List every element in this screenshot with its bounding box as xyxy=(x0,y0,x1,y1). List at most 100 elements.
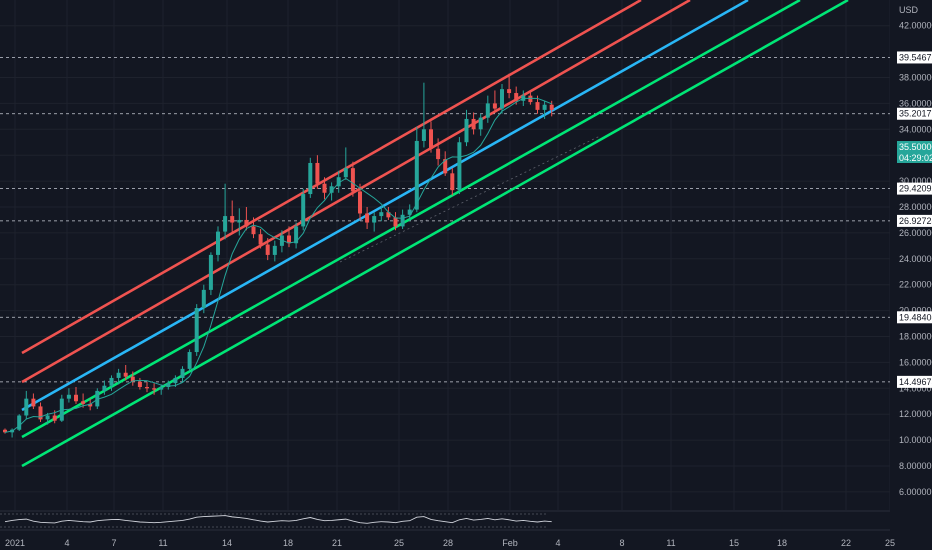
channel-median-line[interactable] xyxy=(21,0,749,412)
candle-body[interactable] xyxy=(102,385,107,391)
candle-body[interactable] xyxy=(407,209,412,215)
candle-body[interactable] xyxy=(237,219,242,223)
candle-body[interactable] xyxy=(478,117,483,130)
candle-body[interactable] xyxy=(500,89,504,109)
candle-body[interactable] xyxy=(287,235,291,244)
y-axis-tick-label: 26.00000 xyxy=(899,228,932,238)
candle-body[interactable] xyxy=(38,406,43,420)
candle-body[interactable] xyxy=(429,129,433,149)
candle-body[interactable] xyxy=(137,381,142,388)
candle-body[interactable] xyxy=(272,245,277,255)
candle-body[interactable] xyxy=(258,234,263,245)
y-axis-tick-label: 42.00000 xyxy=(899,21,932,31)
candle-body[interactable] xyxy=(173,377,178,384)
candle-body[interactable] xyxy=(66,394,71,399)
candle-body[interactable] xyxy=(180,368,185,378)
candle-body[interactable] xyxy=(159,387,164,390)
candle-body[interactable] xyxy=(535,102,540,110)
candle-body[interactable] xyxy=(24,398,29,416)
moving-average-line[interactable] xyxy=(4,97,552,433)
rsi-line[interactable] xyxy=(4,515,552,524)
candle-body[interactable] xyxy=(109,377,114,386)
candle-body[interactable] xyxy=(485,103,490,118)
x-axis-tick-label: 11 xyxy=(158,538,167,548)
candle-body[interactable] xyxy=(414,140,419,210)
candle-body[interactable] xyxy=(74,394,78,402)
candle-body[interactable] xyxy=(379,212,384,217)
candle-body[interactable] xyxy=(230,216,235,223)
candle-body[interactable] xyxy=(251,226,256,235)
candle-body[interactable] xyxy=(301,194,306,227)
candle-body[interactable] xyxy=(152,388,157,390)
candle-body[interactable] xyxy=(265,244,270,255)
candle-body[interactable] xyxy=(308,162,313,195)
candle-body[interactable] xyxy=(350,168,355,192)
x-axis-tick-label: 18 xyxy=(777,538,787,548)
candle-body[interactable] xyxy=(450,173,455,191)
candle-body[interactable] xyxy=(386,212,391,218)
x-axis-tick-label: 4 xyxy=(555,538,560,548)
candle-body[interactable] xyxy=(393,217,398,227)
channel-upper-line[interactable] xyxy=(21,0,642,355)
candle-body[interactable] xyxy=(130,376,135,382)
candle-body[interactable] xyxy=(166,383,171,388)
candle-body[interactable] xyxy=(294,226,299,244)
candle-body[interactable] xyxy=(372,216,377,223)
candle-body[interactable] xyxy=(244,219,249,227)
candle-body[interactable] xyxy=(343,168,348,178)
candle-body[interactable] xyxy=(322,183,327,193)
candle-body[interactable] xyxy=(443,159,448,174)
rsi-pane[interactable] xyxy=(0,510,890,531)
candle-body[interactable] xyxy=(336,177,341,187)
x-axis-tick-label: 8 xyxy=(619,538,624,548)
candle-body[interactable] xyxy=(145,387,149,389)
price-axis-background xyxy=(890,0,932,550)
candle-body[interactable] xyxy=(194,308,199,353)
currency-label: USD xyxy=(899,5,919,15)
candle-body[interactable] xyxy=(17,415,22,430)
candle-body[interactable] xyxy=(542,104,547,110)
candle-body[interactable] xyxy=(81,401,86,404)
candle-body[interactable] xyxy=(514,93,519,101)
candle-body[interactable] xyxy=(45,415,50,420)
candle-body[interactable] xyxy=(549,104,554,110)
candle-body[interactable] xyxy=(329,186,334,193)
candle-body[interactable] xyxy=(123,372,128,377)
candle-body[interactable] xyxy=(464,118,469,143)
y-axis-tick-label: 30.00000 xyxy=(899,176,932,186)
x-axis-tick-label: 28 xyxy=(443,538,453,548)
candle-body[interactable] xyxy=(208,254,213,290)
candle-body[interactable] xyxy=(223,216,228,232)
candle-body[interactable] xyxy=(88,403,93,407)
candle-body[interactable] xyxy=(3,429,7,433)
candle-body[interactable] xyxy=(421,129,426,141)
channel-lower-inner-line[interactable] xyxy=(21,0,801,439)
candle-body[interactable] xyxy=(216,231,220,255)
candle-body[interactable] xyxy=(507,89,512,94)
candle-body[interactable] xyxy=(436,148,441,160)
candle-body[interactable] xyxy=(187,352,192,369)
candle-body[interactable] xyxy=(315,162,320,184)
candle-body[interactable] xyxy=(492,103,497,109)
x-axis-tick-label: 2021 xyxy=(5,538,25,548)
candle-body[interactable] xyxy=(31,398,36,407)
candle-body[interactable] xyxy=(471,118,476,130)
x-axis-tick-label: 15 xyxy=(729,538,739,548)
candle-body[interactable] xyxy=(528,95,533,103)
candle-body[interactable] xyxy=(116,372,121,378)
candle-body[interactable] xyxy=(365,213,370,223)
candle-body[interactable] xyxy=(358,191,362,214)
time-axis[interactable]: 2021 4 7 11 14 18 21 25 28 Feb 4 8 11 15 18 22 25 xyxy=(0,534,895,550)
price-axis[interactable]: USD 6.00000 8.00000 10.00000 12.00000 14.0000… xyxy=(890,0,932,550)
candle-body[interactable] xyxy=(400,214,405,227)
candle-body[interactable] xyxy=(95,390,100,407)
candle-body[interactable] xyxy=(52,415,57,421)
candle-body[interactable] xyxy=(201,289,206,309)
trend-guide-line[interactable] xyxy=(339,135,601,263)
channel-upper-inner-line[interactable] xyxy=(21,0,691,384)
y-axis-tick-label: 16.00000 xyxy=(899,357,932,367)
candle-body[interactable] xyxy=(457,142,462,191)
